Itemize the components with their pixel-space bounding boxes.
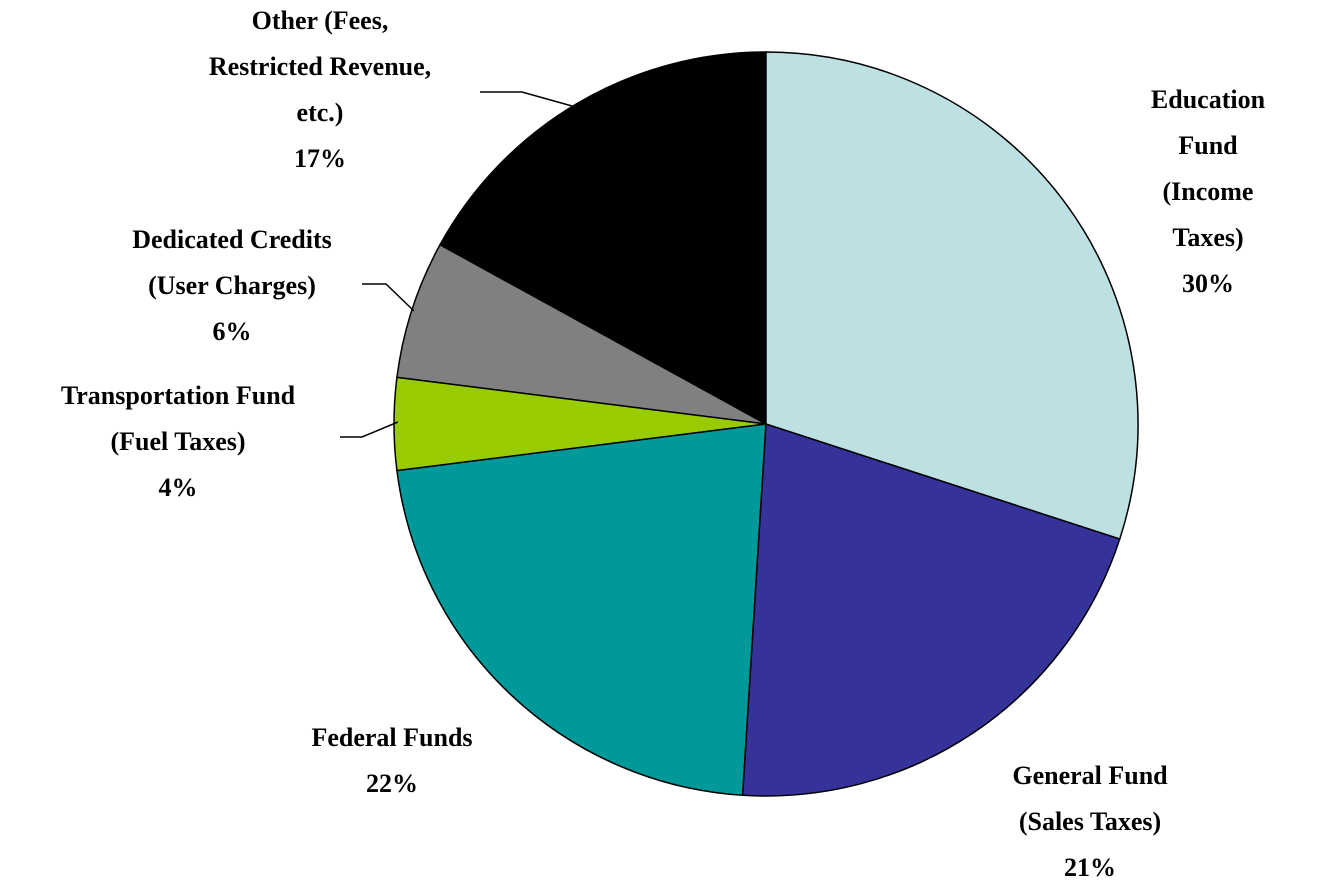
slice-label: Transportation Fund (Fuel Taxes)4% [61, 373, 295, 511]
value-label: 30% [1145, 261, 1272, 307]
value-label: 17% [209, 136, 431, 182]
leader-line [340, 422, 398, 437]
slice-label: Dedicated Credits (User Charges)6% [132, 217, 332, 355]
slice-label: General Fund (Sales Taxes)21% [1012, 753, 1167, 885]
category-label: Other (Fees, Restricted Revenue, etc.) [209, 0, 431, 136]
category-label: General Fund (Sales Taxes) [1012, 753, 1167, 845]
leader-line [480, 92, 572, 106]
category-label: Transportation Fund (Fuel Taxes) [61, 373, 295, 465]
slice-label: Other (Fees, Restricted Revenue, etc.)17… [209, 0, 431, 182]
category-label: Dedicated Credits (User Charges) [132, 217, 332, 309]
value-label: 6% [132, 309, 332, 355]
value-label: 21% [1012, 845, 1167, 885]
category-label: Federal Funds [311, 715, 472, 761]
chart: Education Fund (Income Taxes)30% General … [0, 0, 1335, 885]
value-label: 4% [61, 465, 295, 511]
value-label: 22% [311, 761, 472, 807]
leader-line [362, 284, 414, 311]
category-label: Education Fund (Income Taxes) [1145, 77, 1272, 261]
slice-label: Education Fund (Income Taxes)30% [1145, 77, 1272, 307]
